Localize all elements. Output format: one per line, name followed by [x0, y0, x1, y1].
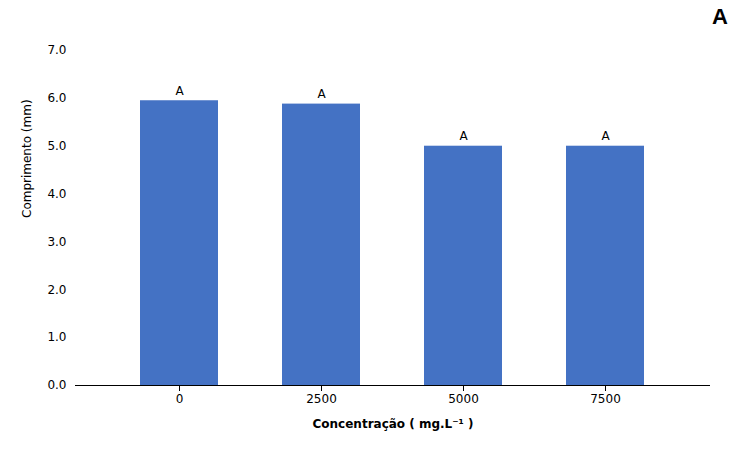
svg-text:A: A	[601, 129, 610, 143]
svg-text:2.0: 2.0	[47, 283, 66, 297]
html-text:A: A	[712, 4, 728, 29]
svg-text:A: A	[317, 87, 326, 101]
svg-text:1.0: 1.0	[47, 330, 66, 344]
svg-text:6.0: 6.0	[47, 91, 66, 105]
svg-text:Comprimento (mm): Comprimento (mm)	[20, 99, 34, 218]
svg-text:0.0: 0.0	[47, 378, 66, 392]
svg-text:3.0: 3.0	[47, 235, 66, 249]
svg-text:7500: 7500	[590, 392, 621, 406]
svg-text:0: 0	[176, 392, 184, 406]
svg-text:2500: 2500	[306, 392, 337, 406]
svg-text:4.0: 4.0	[47, 187, 66, 201]
svg-text:5.0: 5.0	[47, 139, 66, 153]
svg-text:A: A	[175, 84, 184, 98]
svg-text:5000: 5000	[448, 392, 479, 406]
svg-text:Concentração ( mg.L⁻¹ ): Concentração ( mg.L⁻¹ )	[313, 417, 474, 431]
svg-text:7.0: 7.0	[47, 43, 66, 57]
svg-text:A: A	[459, 129, 468, 143]
